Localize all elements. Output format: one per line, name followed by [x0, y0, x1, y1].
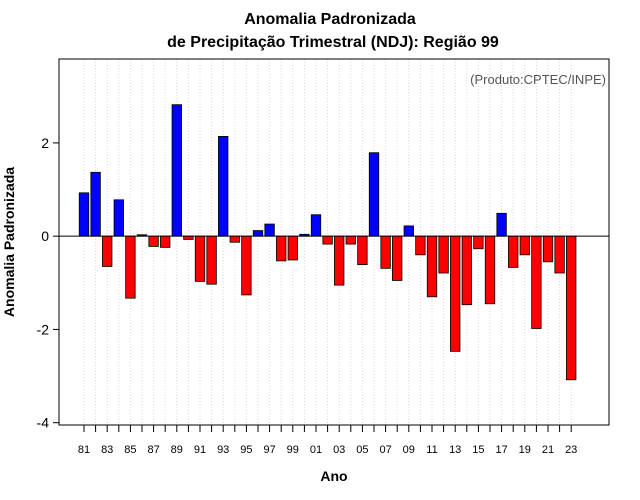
bar-96 [252, 230, 264, 237]
bar-11 [426, 235, 438, 298]
x-tick-label: 11 [426, 444, 437, 456]
bar-83 [102, 235, 113, 267]
bar-17 [496, 212, 507, 237]
chart-subtitle: de Precipitação Trimestral (NDJ): Região… [167, 34, 499, 51]
x-axis: 81 83 85 87 89 91 93 95 97 99 01 03 05 07 09 11 13 15 17 19… [78, 425, 577, 456]
bar-16 [484, 235, 496, 305]
bar-02 [322, 235, 333, 245]
bar-95 [241, 235, 252, 296]
bar-93 [218, 135, 229, 237]
bar-82 [90, 171, 101, 237]
bar-97 [264, 223, 275, 237]
y-tick-label: 0 [41, 228, 49, 244]
x-tick-label: 93 [217, 444, 229, 456]
bar-20 [531, 235, 542, 329]
x-tick-label: 03 [333, 444, 345, 456]
bar-01 [310, 214, 322, 237]
x-tick-label: 91 [194, 444, 206, 456]
bar-14 [461, 235, 472, 306]
bar-15 [473, 235, 484, 250]
bar-07 [380, 235, 391, 269]
bar-88 [160, 235, 171, 248]
bar-18 [508, 235, 519, 268]
bar-21 [542, 235, 554, 263]
bar-09 [403, 225, 414, 237]
y-axis-title: Anomalia Padronizada [1, 167, 17, 317]
y-tick-label: 2 [41, 135, 49, 151]
x-tick-label: 09 [403, 444, 415, 456]
x-tick-label: 83 [101, 444, 113, 456]
y-axis: -4 -2 0 2 [37, 135, 59, 431]
bar-92 [206, 235, 217, 285]
bar-06 [368, 152, 380, 237]
y-tick-label: -4 [37, 415, 50, 431]
x-tick-label: 05 [356, 444, 368, 456]
x-tick-label: 87 [147, 444, 159, 456]
x-tick-label: 89 [171, 444, 183, 456]
x-tick-label: 01 [310, 444, 322, 456]
bar-85 [125, 235, 136, 299]
bar-08 [392, 235, 403, 281]
bar-99 [287, 235, 298, 261]
bar-10 [415, 235, 426, 256]
x-tick-label: 21 [542, 444, 554, 456]
x-tick-label: 13 [449, 444, 461, 456]
x-tick-label: 99 [287, 444, 299, 456]
bar-89 [171, 104, 182, 237]
chart-title: Anomalia Padronizada [244, 11, 416, 28]
x-tick-label: 17 [495, 444, 507, 456]
bar-94 [229, 235, 240, 243]
bar-22 [554, 235, 565, 274]
bar-04 [345, 235, 356, 245]
x-tick-label: 81 [78, 444, 90, 456]
bar-91 [194, 235, 206, 282]
bar-03 [334, 235, 345, 286]
bar-23 [566, 235, 577, 381]
x-axis-title: Ano [320, 468, 347, 484]
bar-98 [276, 235, 287, 262]
bar-12 [438, 235, 449, 274]
x-tick-label: 97 [263, 444, 275, 456]
x-tick-label: 95 [240, 444, 252, 456]
bar-81 [78, 192, 90, 237]
bar-13 [450, 235, 461, 352]
credit-annotation: (Produto:CPTEC/INPE) [470, 72, 606, 87]
x-tick-label: 23 [565, 444, 577, 456]
x-tick-label: 15 [472, 444, 484, 456]
bar-19 [519, 235, 530, 256]
x-tick-label: 07 [379, 444, 391, 456]
x-tick-label: 19 [519, 444, 531, 456]
plot-frame [58, 58, 610, 426]
bars-group [78, 104, 577, 381]
bar-84 [113, 199, 124, 237]
bar-87 [148, 235, 159, 247]
x-tick-label: 85 [124, 444, 136, 456]
y-tick-label: -2 [37, 321, 50, 337]
bar-05 [357, 235, 368, 266]
